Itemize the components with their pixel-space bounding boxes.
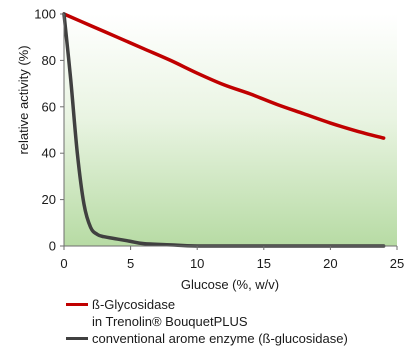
y-tick-label: 100 xyxy=(34,7,56,22)
x-tick-label: 25 xyxy=(390,256,404,271)
y-tick-label: 20 xyxy=(42,192,56,207)
axes-layer xyxy=(63,14,397,247)
x-tick-label: 20 xyxy=(323,256,337,271)
x-ticks: 0 5 10 15 20 25 xyxy=(60,246,404,271)
legend: ß-Glycosidase in Trenolin® BouquetPLUS c… xyxy=(66,296,348,347)
y-ticks: 0 20 40 60 80 100 xyxy=(34,7,64,254)
legend-item-conventional: conventional arome enzyme (ß-glucosidase… xyxy=(66,330,348,347)
legend-label-conventional: conventional arome enzyme (ß-glucosidase… xyxy=(92,331,348,346)
series-line-0 xyxy=(62,12,386,140)
y-tick-label: 80 xyxy=(42,53,56,68)
legend-label-glycosidase: ß-Glycosidase xyxy=(92,297,176,312)
y-tick-label: 60 xyxy=(42,99,56,114)
plot-background xyxy=(64,14,397,246)
legend-swatch-conventional xyxy=(66,337,88,340)
x-tick-label: 15 xyxy=(257,256,271,271)
legend-label-glycosidase-line2: in Trenolin® BouquetPLUS xyxy=(92,314,248,329)
chart: 0 5 10 15 20 25 0 20 40 60 80 100 Glucose (%, w/v)… xyxy=(16,7,404,293)
y-tick-label: 0 xyxy=(49,239,56,254)
x-tick-label: 5 xyxy=(127,256,134,271)
x-tick-label: 10 xyxy=(190,256,204,271)
y-tick-label: 40 xyxy=(42,146,56,161)
legend-swatch-glycosidase xyxy=(66,303,88,306)
x-axis-label: Glucose (%, w/v) xyxy=(181,277,279,292)
y-axis-label: relative activity (%) xyxy=(16,45,31,154)
legend-item-glycosidase: ß-Glycosidase xyxy=(66,296,348,313)
x-tick-label: 0 xyxy=(60,256,67,271)
